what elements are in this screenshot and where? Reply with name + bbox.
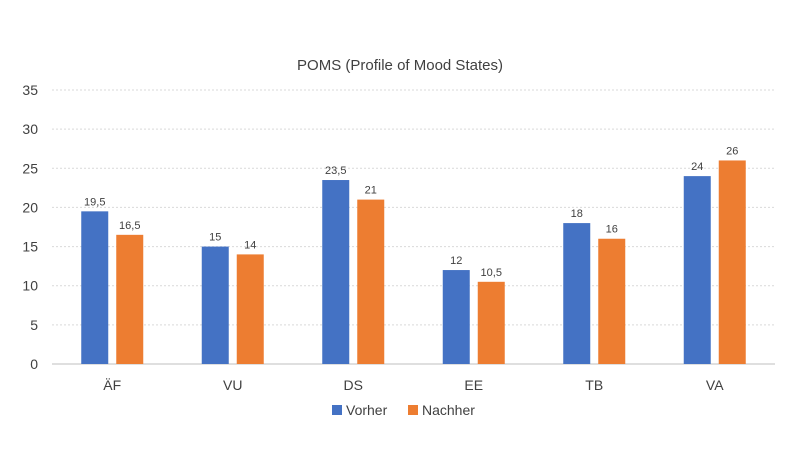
data-labels: 19,5 16,5 15 14 23,5 21 12 10,5 18 16 24 26: [84, 145, 738, 278]
x-category-label: EE: [464, 377, 483, 393]
x-category-label: ÄF: [103, 377, 121, 393]
y-tick-label: 20: [22, 199, 38, 215]
y-tick-label: 35: [22, 82, 38, 98]
bar-vorher: [442, 270, 470, 364]
gridlines: [52, 89, 775, 365]
data-label: 21: [365, 185, 377, 197]
bar-nachher: [477, 281, 505, 364]
data-label: 10,5: [481, 267, 502, 279]
bar-nachher: [718, 160, 746, 364]
legend: Vorher Nachher: [332, 402, 475, 418]
data-label: 14: [244, 239, 256, 251]
data-label: 23,5: [325, 165, 346, 177]
x-category-label: VU: [223, 377, 242, 393]
bar-vorher: [322, 180, 350, 364]
y-tick-label: 15: [22, 239, 38, 255]
data-label: 16: [606, 224, 618, 236]
bar-nachher: [357, 199, 385, 364]
data-label: 24: [691, 161, 703, 173]
legend-label-nachher: Nachher: [422, 402, 475, 418]
bar-nachher: [236, 254, 264, 364]
data-label: 19,5: [84, 196, 105, 208]
x-category-label: TB: [585, 377, 603, 393]
y-tick-label: 25: [22, 160, 38, 176]
legend-swatch-nachher: [408, 405, 418, 415]
data-label: 16,5: [119, 220, 140, 232]
bars: [81, 160, 746, 364]
legend-label-vorher: Vorher: [346, 402, 388, 418]
data-label: 18: [571, 208, 583, 220]
bar-nachher: [598, 238, 626, 364]
x-category-label: VA: [706, 377, 724, 393]
y-tick-label: 5: [30, 317, 38, 333]
legend-swatch-vorher: [332, 405, 342, 415]
x-category-label: DS: [344, 377, 363, 393]
data-label: 12: [450, 255, 462, 267]
bar-vorher: [81, 211, 109, 364]
y-tick-label: 10: [22, 278, 38, 294]
y-tick-label: 30: [22, 121, 38, 137]
bar-nachher: [116, 234, 144, 364]
bar-vorher: [201, 246, 229, 364]
data-label: 26: [726, 145, 738, 157]
x-axis-categories: ÄF VU DS EE TB VA: [103, 377, 724, 393]
chart-title: POMS (Profile of Mood States): [297, 57, 503, 74]
y-axis-ticks: 0 5 10 15 20 25 30 35: [22, 82, 38, 372]
bar-vorher: [683, 176, 711, 364]
data-label: 15: [209, 232, 221, 244]
bar-vorher: [563, 223, 591, 364]
y-tick-label: 0: [30, 356, 38, 372]
